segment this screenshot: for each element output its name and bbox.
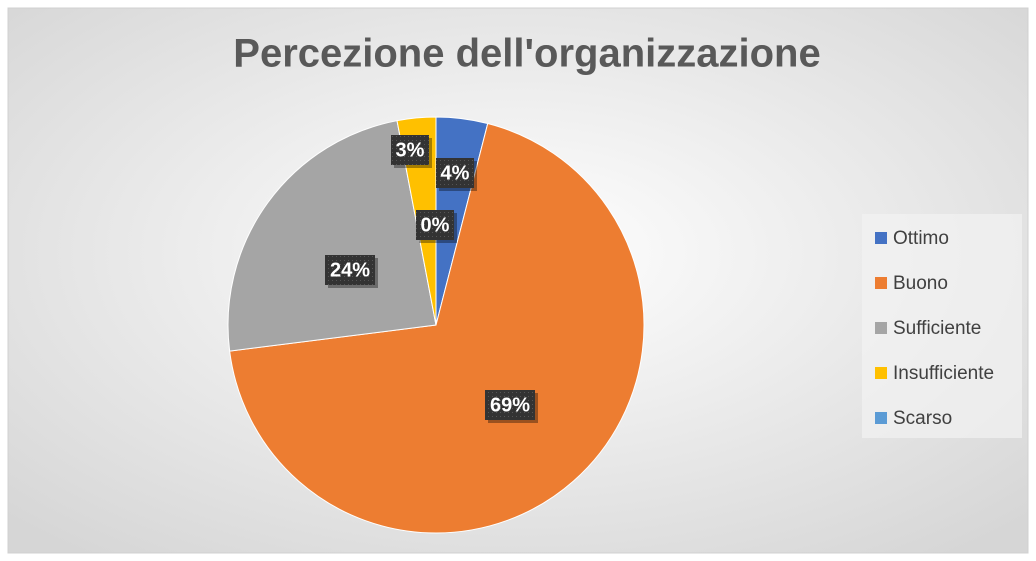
legend-swatch — [875, 412, 887, 424]
legend-swatch — [875, 367, 887, 379]
legend-swatch — [875, 322, 887, 334]
data-label: 4% — [441, 162, 470, 184]
data-label-box — [391, 135, 429, 165]
data-label-box — [325, 255, 375, 285]
legend-label: Sufficiente — [893, 318, 981, 339]
data-label: 24% — [330, 259, 370, 281]
legend-label: Scarso — [893, 408, 952, 429]
data-label-box — [485, 390, 535, 420]
legend-label: Insufficiente — [893, 363, 994, 384]
legend-label: Buono — [893, 273, 948, 294]
data-label-box — [416, 210, 454, 240]
legend-swatch — [875, 232, 887, 244]
data-label: 0% — [421, 214, 450, 236]
legend-label: Ottimo — [893, 228, 949, 249]
legend-box — [862, 214, 1022, 438]
data-label: 69% — [490, 394, 530, 416]
pie-slice — [229, 122, 645, 534]
chart-title: Percezione dell'organizzazione — [233, 32, 820, 76]
pie-slice — [227, 120, 437, 352]
legend-swatch — [875, 277, 887, 289]
data-label-box — [436, 158, 474, 188]
data-label: 3% — [396, 139, 425, 161]
